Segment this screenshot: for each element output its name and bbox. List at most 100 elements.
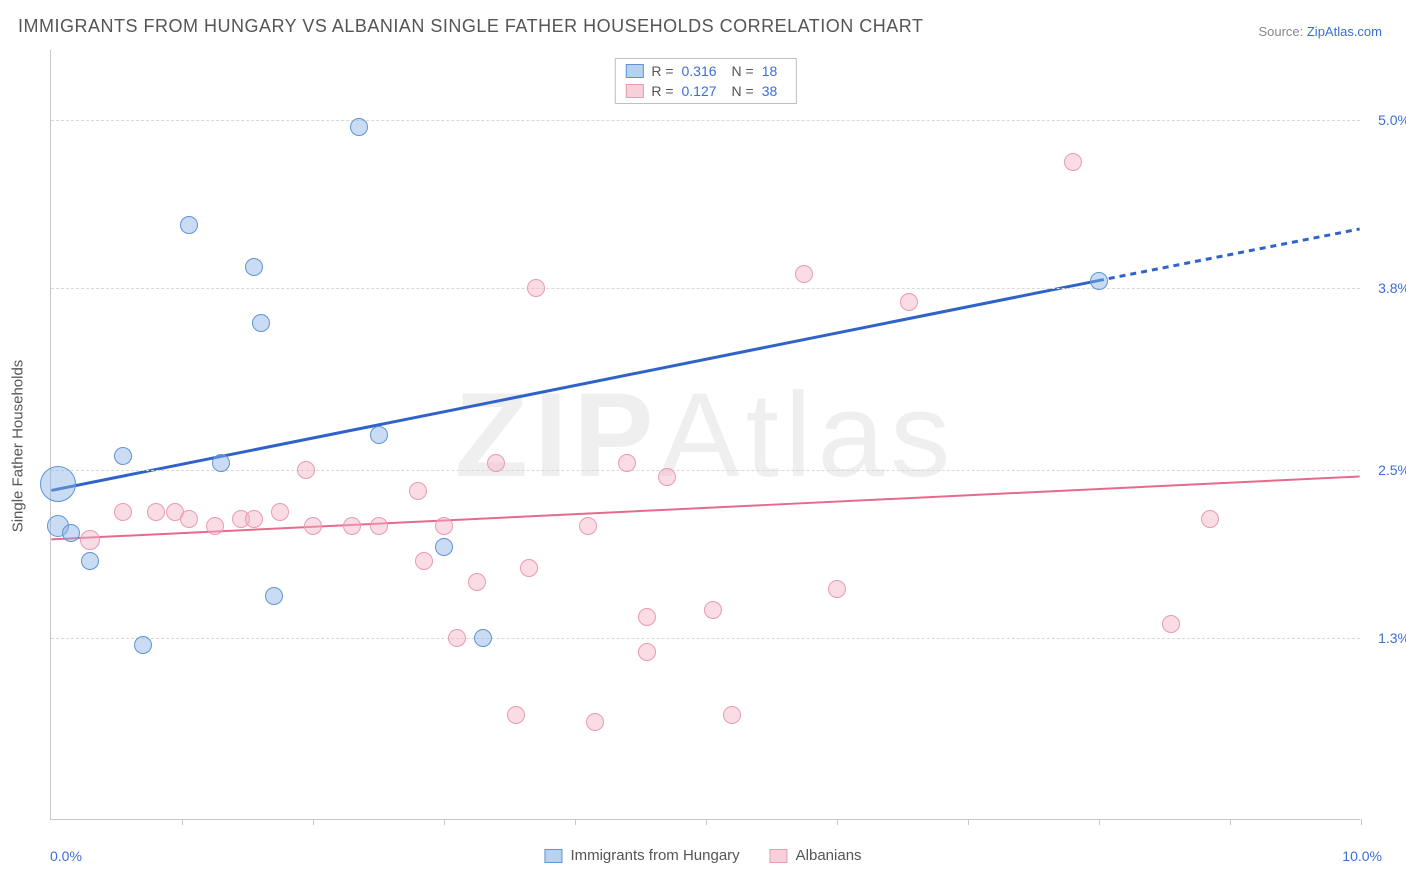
x-tick [1230, 819, 1231, 825]
scatter-point [147, 503, 165, 521]
x-tick [575, 819, 576, 825]
scatter-point [527, 279, 545, 297]
scatter-point [415, 552, 433, 570]
scatter-point [245, 258, 263, 276]
gridline [51, 120, 1360, 121]
legend-swatch [544, 849, 562, 863]
scatter-point [618, 454, 636, 472]
scatter-point [1162, 615, 1180, 633]
watermark-bold: ZIP [455, 368, 660, 502]
scatter-point [62, 524, 80, 542]
x-tick [968, 819, 969, 825]
scatter-point [212, 454, 230, 472]
scatter-point [828, 580, 846, 598]
n-label: N = [732, 83, 754, 99]
r-label: R = [651, 63, 673, 79]
scatter-point [114, 503, 132, 521]
legend-swatch [625, 84, 643, 98]
scatter-point [468, 573, 486, 591]
r-value: 0.316 [682, 63, 724, 79]
r-label: R = [651, 83, 673, 99]
legend-stats: R = 0.316 N = 18 R = 0.127 N = 38 [614, 58, 796, 104]
x-tick [1099, 819, 1100, 825]
y-tick-label: 3.8% [1366, 280, 1406, 296]
scatter-point [448, 629, 466, 647]
scatter-point [304, 517, 322, 535]
scatter-point [1201, 510, 1219, 528]
scatter-point [474, 629, 492, 647]
legend-series: Immigrants from Hungary Albanians [544, 847, 861, 864]
scatter-point [409, 482, 427, 500]
scatter-point [900, 293, 918, 311]
x-tick [1361, 819, 1362, 825]
scatter-point [350, 118, 368, 136]
n-label: N = [732, 63, 754, 79]
legend-series-item: Immigrants from Hungary [544, 847, 739, 864]
scatter-point [704, 601, 722, 619]
scatter-point [114, 447, 132, 465]
x-tick [837, 819, 838, 825]
source-label: Source: [1258, 24, 1306, 39]
n-value: 18 [762, 63, 786, 79]
gridline [51, 288, 1360, 289]
scatter-point [723, 706, 741, 724]
legend-stats-row: R = 0.127 N = 38 [615, 81, 795, 101]
y-tick-label: 5.0% [1366, 112, 1406, 128]
source-attribution: Source: ZipAtlas.com [1258, 24, 1382, 39]
legend-series-name: Immigrants from Hungary [570, 847, 739, 864]
chart-title: IMMIGRANTS FROM HUNGARY VS ALBANIAN SING… [18, 16, 923, 37]
scatter-point [297, 461, 315, 479]
x-tick [182, 819, 183, 825]
scatter-point [638, 608, 656, 626]
y-tick-label: 1.3% [1366, 630, 1406, 646]
scatter-point [271, 503, 289, 521]
trend-lines [51, 50, 1360, 819]
gridline [51, 638, 1360, 639]
trend-line [51, 476, 1359, 539]
legend-stats-row: R = 0.316 N = 18 [615, 61, 795, 81]
x-axis-max-label: 10.0% [1342, 848, 1382, 864]
legend-swatch [625, 64, 643, 78]
scatter-point [343, 517, 361, 535]
scatter-point [795, 265, 813, 283]
scatter-point [638, 643, 656, 661]
scatter-point [586, 713, 604, 731]
x-tick [706, 819, 707, 825]
source-link[interactable]: ZipAtlas.com [1307, 24, 1382, 39]
scatter-point [134, 636, 152, 654]
scatter-point [1090, 272, 1108, 290]
scatter-point [265, 587, 283, 605]
r-value: 0.127 [682, 83, 724, 99]
scatter-point [435, 517, 453, 535]
trend-line-extrapolated [1098, 229, 1360, 281]
scatter-point [507, 706, 525, 724]
scatter-point [80, 530, 100, 550]
trend-line [51, 281, 1098, 491]
n-value: 38 [762, 83, 786, 99]
scatter-point [180, 216, 198, 234]
watermark: ZIPAtlas [455, 366, 956, 504]
legend-series-item: Albanians [770, 847, 862, 864]
scatter-point [520, 559, 538, 577]
scatter-point [370, 426, 388, 444]
scatter-point [435, 538, 453, 556]
gridline [51, 470, 1360, 471]
x-tick [444, 819, 445, 825]
x-axis-min-label: 0.0% [50, 848, 82, 864]
scatter-point [40, 466, 76, 502]
plot-area: ZIPAtlas R =0.316N =18R =0.127N =38 1.3%… [50, 50, 1360, 820]
scatter-point [252, 314, 270, 332]
scatter-point [206, 517, 224, 535]
legend-swatch [770, 849, 788, 863]
scatter-point [81, 552, 99, 570]
scatter-point [370, 517, 388, 535]
scatter-point [1064, 153, 1082, 171]
y-tick-label: 2.5% [1366, 462, 1406, 478]
x-tick [313, 819, 314, 825]
scatter-point [245, 510, 263, 528]
scatter-point [487, 454, 505, 472]
legend-series-name: Albanians [796, 847, 862, 864]
y-axis-title: Single Father Households [10, 360, 27, 533]
scatter-point [658, 468, 676, 486]
watermark-light: Atlas [659, 368, 956, 502]
